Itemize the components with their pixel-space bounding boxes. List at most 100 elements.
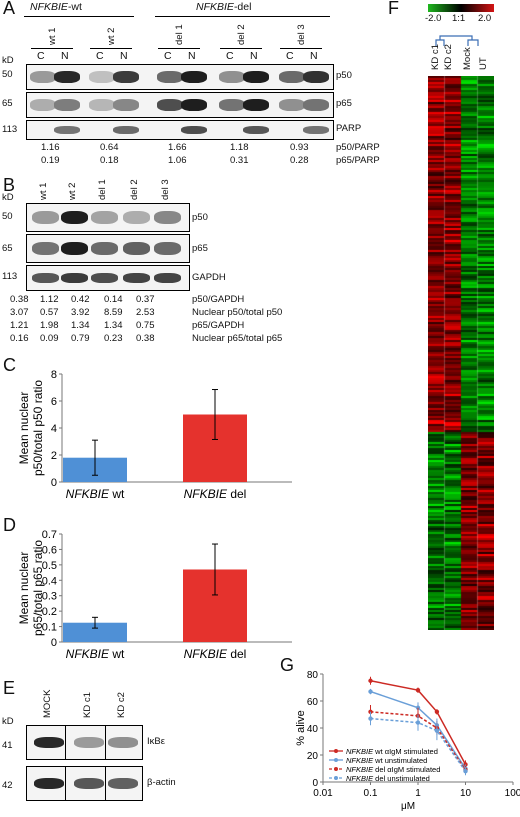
ratio-value: 0.79 (71, 333, 90, 344)
ratio-value: 0.38 (10, 294, 29, 305)
data-point (368, 709, 373, 714)
scale-tick-min: -2.0 (425, 13, 442, 24)
blot-band (113, 71, 139, 83)
blot-band (54, 126, 80, 134)
ratio-value: 1.06 (168, 155, 187, 166)
ratio-value: 3.07 (10, 307, 29, 318)
ratio-value: 0.75 (136, 320, 155, 331)
blot-band (303, 71, 329, 83)
y-tick-label: 2 (51, 450, 57, 462)
blot-band (34, 778, 64, 789)
ratio-value: 0.38 (136, 333, 155, 344)
blot-band (157, 99, 183, 111)
blot-band (157, 71, 183, 83)
blot-band (154, 273, 181, 283)
blot-band (32, 211, 59, 224)
ratio-value: 0.14 (104, 294, 123, 305)
x-tick-label: 10 (460, 788, 472, 799)
fraction-label: C (226, 50, 234, 62)
x-axis-title: μM (401, 801, 415, 812)
panel-f-letter: F (388, 0, 399, 18)
x-tick-label: 1 (415, 788, 421, 799)
y-axis-title: Mean nuclearp65/total p65 ratio (17, 540, 45, 636)
y-tick-label: 20 (307, 751, 319, 762)
legend-name: del αIgM stimulated (373, 765, 440, 774)
heatmap-column-label: KD c1 (430, 44, 441, 70)
ratio-label: Nuclear p65/total p65 (192, 333, 283, 344)
legend-gene: NFKBIE (346, 765, 374, 774)
ratio-value: 1.16 (41, 142, 60, 153)
y-tick-label: 0 (312, 778, 318, 789)
blot-b-p50 (26, 203, 190, 232)
y-tick-label: 8 (51, 369, 57, 381)
blot-band (74, 778, 104, 789)
blot-band (181, 71, 207, 83)
fraction-label: C (96, 50, 104, 62)
sample-a-bracket (158, 48, 200, 49)
heatmap-column-label: UT (478, 57, 489, 70)
category-gene: NFKBIE (184, 647, 228, 661)
blot-a-parp (26, 120, 334, 140)
blot-band (123, 211, 150, 224)
series-line (370, 711, 467, 771)
ratio-value: 0.16 (10, 333, 29, 344)
legend-gene: NFKBIE (346, 756, 374, 765)
legend-marker (334, 767, 338, 771)
legend-name: wt unstimulated (373, 756, 427, 765)
panel-a-kd-label: kD (2, 55, 14, 66)
y-axis-title-line: p65/total p65 ratio (31, 540, 45, 636)
sample-e-label: KD c1 (82, 692, 93, 718)
blot-band (32, 242, 59, 255)
panel-a-kd-113: 113 (2, 124, 18, 135)
blot-band (123, 273, 150, 283)
sample-a-bracket (280, 48, 322, 49)
category-suffix: del (227, 647, 246, 661)
blot-band (243, 126, 269, 134)
ratio-value: 0.23 (104, 333, 123, 344)
legend-label: NFKBIE del unstimulated (346, 774, 430, 783)
category-gene: NFKBIE (66, 487, 110, 501)
legend-gene: NFKBIE (346, 774, 374, 783)
data-point (368, 716, 373, 721)
ratio-value: 0.37 (136, 294, 155, 305)
panel-e-letter: E (3, 678, 16, 698)
blot-band (30, 71, 56, 83)
y-tick-label: 0.5 (42, 560, 57, 572)
fraction-label: N (188, 50, 196, 62)
lane-separator (65, 726, 66, 759)
fraction-label: N (250, 50, 258, 62)
category-suffix: wt (109, 487, 125, 501)
ratio-value: 0.31 (230, 155, 249, 166)
y-axis-title: Mean nuclearp50/total p50 ratio (17, 380, 45, 476)
data-point (463, 769, 468, 774)
blot-band (91, 242, 118, 255)
panel-a-letter: A (3, 0, 16, 18)
protein-a-parp: PARP (336, 123, 362, 134)
blot-e-ikbe (26, 725, 143, 760)
sample-a-label: wt 1 (47, 27, 58, 45)
group-wt-label: NFKBIE-wt (30, 1, 82, 13)
group-wt-gene: NFKBIE (30, 1, 68, 13)
group-del-gene: NFKBIE (196, 1, 234, 13)
data-point (415, 688, 421, 693)
blot-band (154, 242, 181, 255)
sample-e-label: KD c2 (116, 692, 127, 718)
series-line (370, 680, 467, 765)
blot-band (123, 242, 150, 255)
data-point (434, 728, 440, 733)
fraction-label: N (120, 50, 128, 62)
sample-b-label: del 2 (129, 179, 140, 200)
chart-g: 0 20 40 60 80 0.01 0.1 1 10 100 μM % alive NFKBIE wt… (295, 670, 520, 812)
fraction-label: C (37, 50, 45, 62)
blot-band (154, 211, 181, 224)
lane-separator (105, 767, 106, 800)
blot-band (30, 99, 56, 111)
blot-e-actin (26, 766, 143, 801)
ratio-value: 0.09 (40, 333, 59, 344)
ratio-value: 1.34 (71, 320, 90, 331)
blot-a-p50 (26, 64, 334, 90)
panel-b-letter: B (3, 175, 16, 195)
panel-e-kd-42: 42 (2, 780, 13, 791)
legend-label: NFKBIE del αIgM stimulated (346, 765, 440, 774)
